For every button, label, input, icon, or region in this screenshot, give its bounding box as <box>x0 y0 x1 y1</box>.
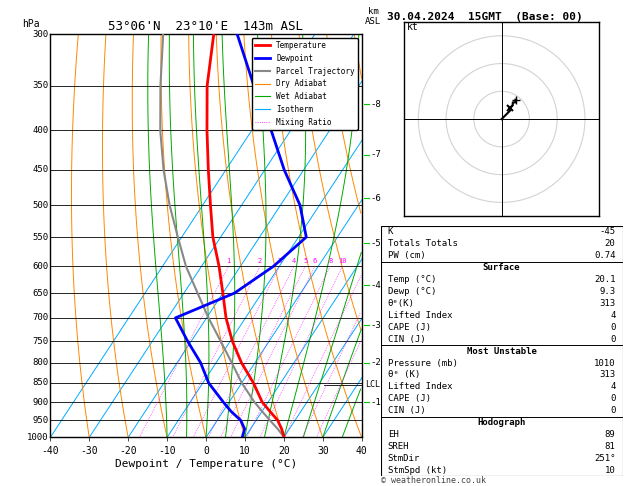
Text: CAPE (J): CAPE (J) <box>388 323 431 332</box>
Text: -45: -45 <box>599 227 615 237</box>
Text: -6: -6 <box>370 194 381 203</box>
Text: 600: 600 <box>33 262 49 271</box>
Text: 0: 0 <box>610 406 615 415</box>
Text: 950: 950 <box>33 416 49 425</box>
Text: kt: kt <box>407 22 419 32</box>
Text: 350: 350 <box>33 81 49 90</box>
Text: -3: -3 <box>370 320 381 330</box>
Text: 5: 5 <box>303 258 308 264</box>
Text: Hodograph: Hodograph <box>477 418 526 427</box>
Text: Lifted Index: Lifted Index <box>388 311 452 320</box>
X-axis label: Dewpoint / Temperature (°C): Dewpoint / Temperature (°C) <box>115 459 297 469</box>
Text: 900: 900 <box>33 398 49 407</box>
Text: Totals Totals: Totals Totals <box>388 240 458 248</box>
Text: 2: 2 <box>258 258 262 264</box>
Text: 3: 3 <box>277 258 282 264</box>
Text: 750: 750 <box>33 336 49 346</box>
Text: 10: 10 <box>604 466 615 475</box>
Text: Most Unstable: Most Unstable <box>467 347 537 356</box>
Text: 650: 650 <box>33 289 49 297</box>
Text: K: K <box>388 227 393 237</box>
Text: 0: 0 <box>610 323 615 332</box>
Text: 20: 20 <box>604 240 615 248</box>
Text: 313: 313 <box>599 299 615 308</box>
Text: 0: 0 <box>610 394 615 403</box>
Text: SREH: SREH <box>388 442 409 451</box>
Title: 53°06'N  23°10'E  143m ASL: 53°06'N 23°10'E 143m ASL <box>108 20 304 33</box>
Text: CIN (J): CIN (J) <box>388 335 425 344</box>
Text: 251°: 251° <box>594 454 615 463</box>
Text: LCL: LCL <box>365 381 381 389</box>
Text: 450: 450 <box>33 165 49 174</box>
Text: Pressure (mb): Pressure (mb) <box>388 359 458 367</box>
Text: 800: 800 <box>33 358 49 367</box>
Text: 4: 4 <box>610 382 615 391</box>
Text: StmSpd (kt): StmSpd (kt) <box>388 466 447 475</box>
Text: EH: EH <box>388 430 399 439</box>
Text: 30.04.2024  15GMT  (Base: 00): 30.04.2024 15GMT (Base: 00) <box>387 12 582 22</box>
Text: θᵉ (K): θᵉ (K) <box>388 370 420 380</box>
Text: 10: 10 <box>338 258 347 264</box>
Text: -2: -2 <box>370 358 381 367</box>
Text: 6: 6 <box>313 258 317 264</box>
Text: -1: -1 <box>370 398 381 407</box>
Text: 81: 81 <box>604 442 615 451</box>
Text: 0.74: 0.74 <box>594 251 615 260</box>
Text: 20.1: 20.1 <box>594 275 615 284</box>
Text: 850: 850 <box>33 379 49 387</box>
Text: 313: 313 <box>599 370 615 380</box>
Text: Dewp (°C): Dewp (°C) <box>388 287 436 296</box>
Legend: Temperature, Dewpoint, Parcel Trajectory, Dry Adiabat, Wet Adiabat, Isotherm, Mi: Temperature, Dewpoint, Parcel Trajectory… <box>252 38 358 130</box>
Text: -8: -8 <box>370 100 381 109</box>
Text: 4: 4 <box>610 311 615 320</box>
Text: 89: 89 <box>604 430 615 439</box>
Text: -4: -4 <box>370 281 381 290</box>
Text: -7: -7 <box>370 150 381 159</box>
Text: 550: 550 <box>33 233 49 242</box>
Text: CIN (J): CIN (J) <box>388 406 425 415</box>
Text: Lifted Index: Lifted Index <box>388 382 452 391</box>
Text: 700: 700 <box>33 313 49 322</box>
Text: 9.3: 9.3 <box>599 287 615 296</box>
Text: StmDir: StmDir <box>388 454 420 463</box>
Text: 300: 300 <box>33 30 49 38</box>
Text: θᵉ(K): θᵉ(K) <box>388 299 415 308</box>
Text: PW (cm): PW (cm) <box>388 251 425 260</box>
Text: 4: 4 <box>292 258 296 264</box>
Text: 0: 0 <box>610 335 615 344</box>
Text: Surface: Surface <box>483 263 520 272</box>
Text: 8: 8 <box>328 258 332 264</box>
Text: 1: 1 <box>226 258 231 264</box>
Text: Temp (°C): Temp (°C) <box>388 275 436 284</box>
Text: km
ASL: km ASL <box>365 6 381 26</box>
Text: CAPE (J): CAPE (J) <box>388 394 431 403</box>
Text: © weatheronline.co.uk: © weatheronline.co.uk <box>381 475 486 485</box>
Text: 1010: 1010 <box>594 359 615 367</box>
Text: 500: 500 <box>33 201 49 209</box>
Text: 400: 400 <box>33 126 49 135</box>
Text: -5: -5 <box>370 239 381 248</box>
Text: hPa: hPa <box>22 19 40 29</box>
Text: 1000: 1000 <box>27 433 49 442</box>
